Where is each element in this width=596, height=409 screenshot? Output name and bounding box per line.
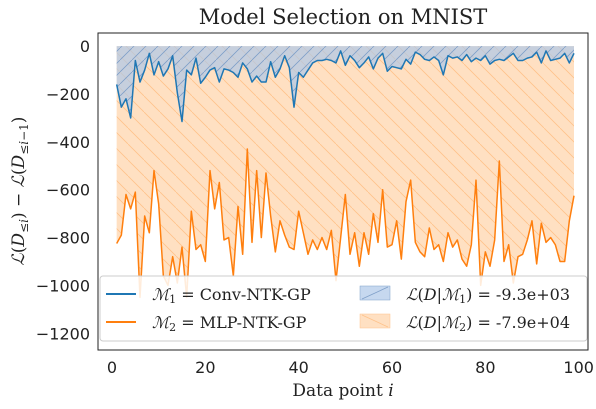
legend-label-fill-m1: ℒ(D|ℳ1) = -9.3e+03 [406,285,570,306]
legend-label-m2: ℳ2 = MLP-NTK-GP [152,313,307,334]
legend-label-m1: ℳ1 = Conv-NTK-GP [152,285,311,306]
x-tick-label-5: 100 [563,358,594,377]
y-axis-label: ℒ(D≤i) − ℒ(D≤i−1) [9,117,31,266]
x-tick-label-1: 20 [195,358,215,377]
x-tick-label-0: 0 [107,358,117,377]
y-tick-label-3: −600 [46,181,90,200]
y-tick-label-1: −200 [46,85,90,104]
legend-swatch-fill-m1-hatch [361,286,389,300]
x-axis-label: Data point i [292,381,393,401]
x-tick-label-4: 80 [475,358,495,377]
legend-label-fill-m2: ℒ(D|ℳ2) = -7.9e+04 [406,313,570,334]
fill-hatch-m1 [116,46,575,122]
y-tick-label-2: −400 [46,133,90,152]
y-tick-label-5: −1000 [36,276,90,295]
legend-box [99,275,588,342]
y-tick-label-6: −1200 [36,324,90,343]
y-tick-label-0: 0 [80,37,90,56]
y-tick-label-4: −800 [46,229,90,248]
series-line-m1 [115,50,575,123]
plot-frame [97,32,589,351]
fill-hatch-m2 [116,46,575,298]
axis-ticks: 0 20 40 60 80 100 0 −200 −400 −600 −800 −1000 −1200 [36,37,594,377]
fill-areas [116,46,575,298]
legend-swatch-fill-m2-hatch [361,314,389,328]
chart-title: Model Selection on MNIST [199,5,488,29]
legend: ℳ1 = Conv-NTK-GP ℳ2 = MLP-NTK-GP ℒ(D|ℳ1)… [99,275,588,342]
x-tick-label-3: 60 [382,358,402,377]
series-lines [115,50,575,299]
x-tick-label-2: 40 [288,358,308,377]
series-line-m2 [116,148,575,299]
